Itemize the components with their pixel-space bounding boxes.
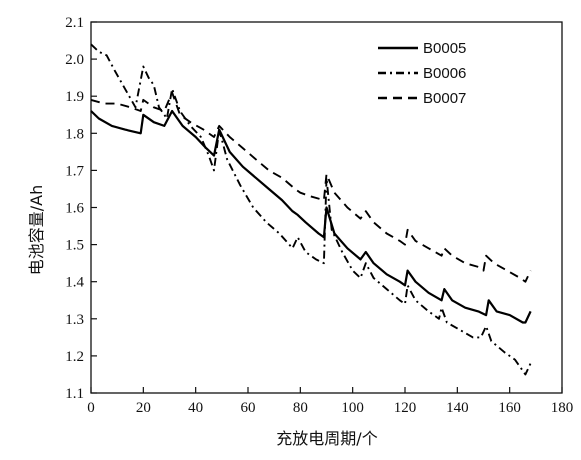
- y-axis-ticks: 1.1 1.2 1.3 1.4 1.5 1.6 1.7 1.8 1.9 2.0 2.1: [65, 15, 97, 402]
- x-tick-label: 80: [293, 400, 308, 416]
- x-tick-label: 100: [341, 400, 364, 416]
- y-axis-label: 电池容量/Ah: [27, 185, 46, 275]
- y-tick-label: 1.3: [65, 312, 84, 328]
- x-tick-label: 0: [87, 400, 95, 416]
- x-tick-label: 20: [136, 400, 151, 416]
- x-tick-label: 60: [241, 400, 256, 416]
- y-tick-label: 1.4: [65, 275, 84, 291]
- y-tick-label: 1.1: [65, 386, 84, 402]
- legend-label-b0006: B0006: [423, 65, 466, 82]
- x-tick-label: 180: [551, 400, 574, 416]
- legend-label-b0007: B0007: [423, 90, 466, 107]
- y-tick-label: 1.6: [65, 201, 84, 217]
- y-tick-label: 2.0: [65, 52, 84, 68]
- x-tick-label: 140: [446, 400, 469, 416]
- series-line-b0005: [90, 109, 532, 324]
- x-axis-label: 充放电周期/个: [276, 429, 377, 448]
- series-line-b0007: [90, 91, 532, 283]
- series-line-b0006: [90, 43, 532, 376]
- y-tick-label: 1.5: [65, 238, 84, 254]
- x-tick-label: 40: [188, 400, 203, 416]
- y-tick-label: 1.8: [65, 126, 84, 142]
- y-tick-label: 1.9: [65, 89, 84, 105]
- x-tick-label: 160: [498, 400, 521, 416]
- legend: B0005 B0006 B0007: [378, 40, 466, 107]
- x-axis-ticks: 0 20 40 60 80 100 120 140 160 180: [87, 387, 573, 416]
- y-tick-label: 1.2: [65, 349, 84, 365]
- y-tick-label: 2.1: [65, 15, 84, 31]
- legend-label-b0005: B0005: [423, 40, 466, 57]
- series-group: [90, 43, 532, 376]
- y-tick-label: 1.7: [65, 163, 84, 179]
- x-tick-label: 120: [394, 400, 417, 416]
